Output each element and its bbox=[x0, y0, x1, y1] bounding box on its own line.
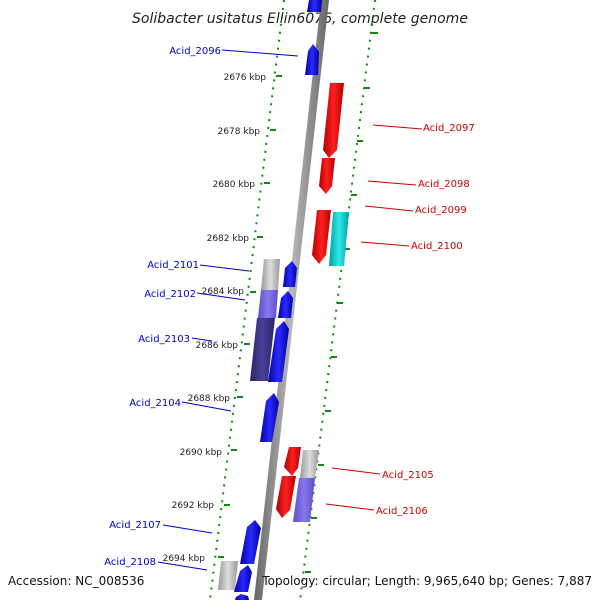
gene-acid-2102[interactable] bbox=[258, 290, 278, 318]
gene-labels: Acid_2096 Acid_2097 Acid_2098 Acid_2099 … bbox=[104, 46, 475, 568]
tick-labels: 2676 kbp 2678 kbp 2680 kbp 2682 kbp 2684… bbox=[163, 73, 267, 564]
tick-label: 2688 kbp bbox=[188, 394, 231, 404]
gene-acid-2103[interactable] bbox=[250, 318, 275, 381]
gene-acid-2107[interactable] bbox=[240, 520, 261, 564]
gene-label[interactable]: Acid_2099 bbox=[415, 205, 467, 216]
tick-label: 2678 kbp bbox=[218, 127, 261, 137]
gene-acid-2106[interactable] bbox=[276, 476, 296, 518]
tick-marks bbox=[218, 32, 378, 573]
tick-label: 2690 kbp bbox=[180, 448, 223, 458]
tick-label: 2694 kbp bbox=[163, 554, 206, 564]
gene-acid-2106[interactable] bbox=[293, 478, 315, 522]
gene-label[interactable]: Acid_2096 bbox=[169, 46, 221, 57]
tick-label: 2692 kbp bbox=[172, 501, 215, 511]
gene-label[interactable]: Acid_2108 bbox=[104, 557, 156, 568]
label-leader-lines bbox=[157, 49, 423, 571]
gene-label[interactable]: Acid_2098 bbox=[418, 179, 470, 190]
tick-label: 2680 kbp bbox=[213, 180, 256, 190]
gene-acid-2096[interactable] bbox=[305, 44, 319, 75]
tick-label: 2686 kbp bbox=[196, 341, 239, 351]
gene-acid-2097[interactable] bbox=[323, 83, 344, 158]
gene-acid-2103[interactable] bbox=[268, 321, 289, 382]
gene-acid-2108[interactable] bbox=[234, 565, 252, 592]
gene-acid-2105[interactable] bbox=[300, 450, 319, 478]
tick-label: 2682 kbp bbox=[207, 234, 250, 244]
gene-label[interactable]: Acid_2106 bbox=[376, 506, 428, 517]
map-title: Solibacter usitatus Ellin6076, complete … bbox=[132, 11, 468, 27]
gene-label[interactable]: Acid_2100 bbox=[411, 241, 463, 252]
gene-label[interactable]: Acid_2104 bbox=[129, 398, 181, 409]
gene-label[interactable]: Acid_2103 bbox=[138, 334, 190, 345]
gene-acid-2096[interactable] bbox=[307, 0, 322, 12]
gene-acid-2108[interactable] bbox=[235, 594, 249, 600]
gene-label[interactable]: Acid_2102 bbox=[144, 289, 196, 300]
gene-acid-2100[interactable] bbox=[329, 212, 349, 266]
tick-label: 2684 kbp bbox=[202, 287, 245, 297]
gene-label[interactable]: Acid_2097 bbox=[423, 123, 475, 134]
gene-acid-2099[interactable] bbox=[312, 210, 331, 264]
gene-acid-2108[interactable] bbox=[218, 561, 238, 590]
gene-label[interactable]: Acid_2105 bbox=[382, 470, 434, 481]
tick-label: 2676 kbp bbox=[224, 73, 267, 83]
genome-summary-text: Topology: circular; Length: 9,965,640 bp… bbox=[262, 574, 592, 588]
gene-acid-2104[interactable] bbox=[260, 393, 279, 442]
gene-acid-2098[interactable] bbox=[319, 158, 335, 194]
gene-acid-2105[interactable] bbox=[284, 447, 301, 476]
accession-text: Accession: NC_008536 bbox=[8, 574, 145, 588]
gene-acid-2102[interactable] bbox=[278, 291, 293, 318]
gene-label[interactable]: Acid_2107 bbox=[109, 520, 161, 531]
gene-label[interactable]: Acid_2101 bbox=[147, 260, 199, 271]
gene-acid-2101[interactable] bbox=[283, 261, 297, 287]
gene-features bbox=[218, 0, 349, 600]
gene-acid-2101[interactable] bbox=[261, 259, 280, 290]
